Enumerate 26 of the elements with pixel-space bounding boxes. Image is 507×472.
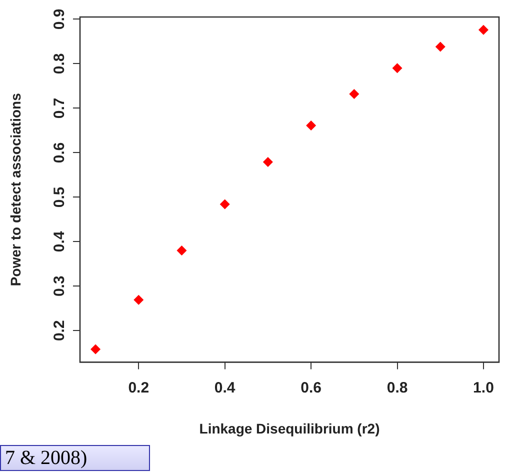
y-tick-label: 0.6 xyxy=(51,142,68,164)
y-tick-label: 0.8 xyxy=(51,53,68,74)
point xyxy=(306,120,316,131)
y-tick-label: 0.9 xyxy=(51,8,68,30)
x-tick-label: 0.6 xyxy=(300,379,322,396)
y-tick-label: 0.7 xyxy=(51,98,68,119)
point xyxy=(220,199,230,210)
x-tick-label: 1.0 xyxy=(473,379,494,396)
point xyxy=(134,294,144,305)
x-tick-label: 0.4 xyxy=(214,379,236,396)
point xyxy=(478,24,488,35)
point xyxy=(262,157,273,168)
y-tick-label: 0.4 xyxy=(51,230,68,252)
point xyxy=(349,88,360,99)
point xyxy=(435,42,446,52)
x-axis-title: Linkage Disequilibrium (r2) xyxy=(199,420,380,436)
x-tick-label: 0.2 xyxy=(128,379,150,396)
point xyxy=(392,63,402,74)
text: 7 & 2008) xyxy=(0,445,150,471)
point xyxy=(176,246,187,256)
y-axis-title: Power to detect associations xyxy=(7,92,24,286)
y-tick-label: 0.3 xyxy=(51,276,68,297)
point xyxy=(90,344,101,354)
y-tick-label: 0.5 xyxy=(51,186,68,208)
y-tick-label: 0.2 xyxy=(51,320,68,342)
x-tick-label: 0.8 xyxy=(386,379,408,396)
